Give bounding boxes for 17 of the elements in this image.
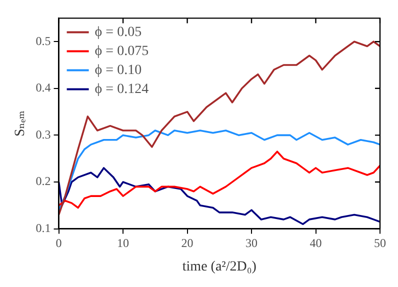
y-tick-label: 0.3	[36, 127, 51, 142]
legend-label: ϕ = 0.124	[94, 82, 149, 97]
y-tick-label: 0.1	[36, 220, 51, 235]
y-axis-title: Sₙₑₘ	[13, 110, 28, 137]
y-tick-label: 0.4	[36, 80, 51, 95]
x-tick-label: 40	[310, 236, 322, 250]
x-tick-label: 0	[56, 236, 62, 250]
x-tick-label: 20	[181, 236, 194, 250]
x-tick-label: 30	[246, 236, 258, 250]
y-tick-label: 0.2	[36, 174, 51, 188]
x-tick-label: 10	[117, 236, 130, 250]
legend-label: ϕ = 0.10	[94, 62, 142, 78]
legend-label: ϕ = 0.075	[94, 44, 149, 59]
y-tick-label: 0.5	[36, 34, 51, 48]
legend-label: ϕ = 0.05	[94, 24, 142, 40]
x-tick-label: 50	[374, 236, 386, 250]
x-axis-title: time (a²/2D₀)	[182, 259, 257, 274]
